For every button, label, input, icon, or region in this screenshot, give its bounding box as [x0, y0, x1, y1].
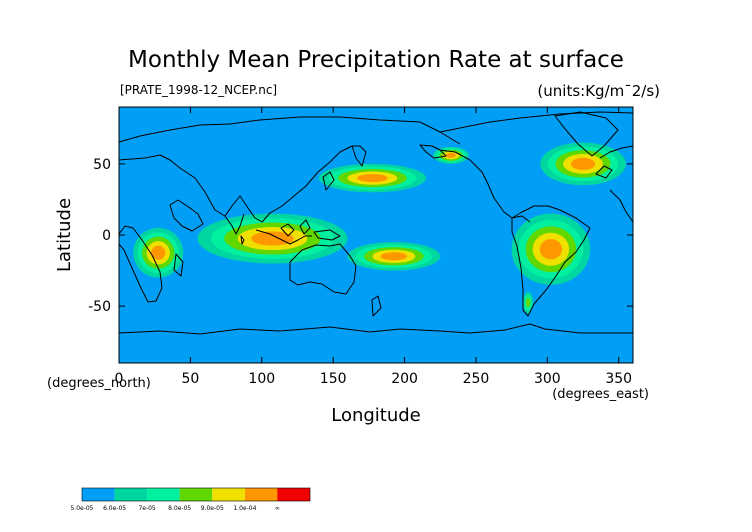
colorbar-swatch	[244, 488, 278, 501]
colorbar-label: 5.0e-05	[70, 505, 93, 512]
units-label: (units:Kg/m¯2/s)	[537, 82, 660, 100]
coastlines	[119, 111, 633, 335]
y-unit-label: (degrees_north)	[47, 376, 151, 391]
precip-region-south-america	[511, 213, 591, 285]
axes: 0 50 100 150 200 250 300 350 -50 0 50	[88, 107, 633, 387]
contour-level	[151, 245, 166, 260]
x-tick-label: 0	[115, 371, 124, 387]
chart-title: Monthly Mean Precipitation Rate at surfa…	[128, 47, 624, 73]
precipitation-fields	[133, 142, 626, 314]
contour-level	[380, 252, 408, 261]
x-tick-label: 350	[605, 371, 632, 387]
precip-region-gulf-of-alaska	[433, 146, 469, 164]
colorbar-swatch	[114, 488, 148, 501]
x-axis-label: Longitude	[331, 405, 421, 426]
y-tick-label: -50	[88, 299, 111, 315]
colorbar-label: ∞	[275, 505, 280, 512]
x-tick-label: 50	[181, 371, 199, 387]
x-tick-label: 200	[391, 371, 418, 387]
x-tick-label: 300	[534, 371, 561, 387]
x-tick-label: 150	[320, 371, 347, 387]
y-tick-label: 50	[93, 157, 111, 173]
precip-region-north-atlantic	[540, 142, 626, 186]
x-tick-label: 250	[463, 371, 490, 387]
colorbar-swatch	[82, 488, 115, 501]
precip-region-southern-chile	[523, 291, 534, 314]
colorbar-swatch	[179, 488, 213, 501]
x-tick-label: 100	[248, 371, 275, 387]
y-axis-label: Latitude	[54, 198, 75, 272]
x-unit-label: (degrees_east)	[552, 387, 649, 402]
map-plot-area	[119, 107, 633, 363]
colorbar-swatch	[147, 488, 180, 501]
precip-region-indian-ocean-west-pacific	[197, 213, 348, 264]
colorbar-frame	[81, 487, 311, 502]
colorbar-label: 6.0e-05	[103, 505, 126, 512]
colorbar-swatch	[212, 488, 245, 501]
precip-region-south-pacific-convergence	[347, 242, 441, 271]
precip-region-tropical-africa	[133, 227, 184, 278]
colorbar: 5.0e-05 6.0e-05 7e-05 8.0e-05 9.0e-05 1.0e-04…	[70, 487, 311, 512]
y-tick-label: 0	[102, 228, 111, 244]
contour-level	[570, 157, 596, 170]
contour-level	[539, 239, 563, 260]
chart-subtitle: [PRATE_1998-12_NCEP.nc]	[120, 83, 277, 97]
colorbar-label: 9.0e-05	[201, 505, 224, 512]
contour-level	[357, 174, 388, 183]
contour-level	[445, 152, 457, 158]
contour-level	[251, 231, 294, 246]
colorbar-label: 7e-05	[138, 505, 155, 512]
precip-region-north-pacific-storm-track	[318, 163, 426, 193]
colorbar-label: 1.0e-04	[233, 505, 256, 512]
contour-level	[525, 297, 531, 308]
colorbar-label: 8.0e-05	[168, 505, 191, 512]
colorbar-swatch	[277, 488, 310, 501]
